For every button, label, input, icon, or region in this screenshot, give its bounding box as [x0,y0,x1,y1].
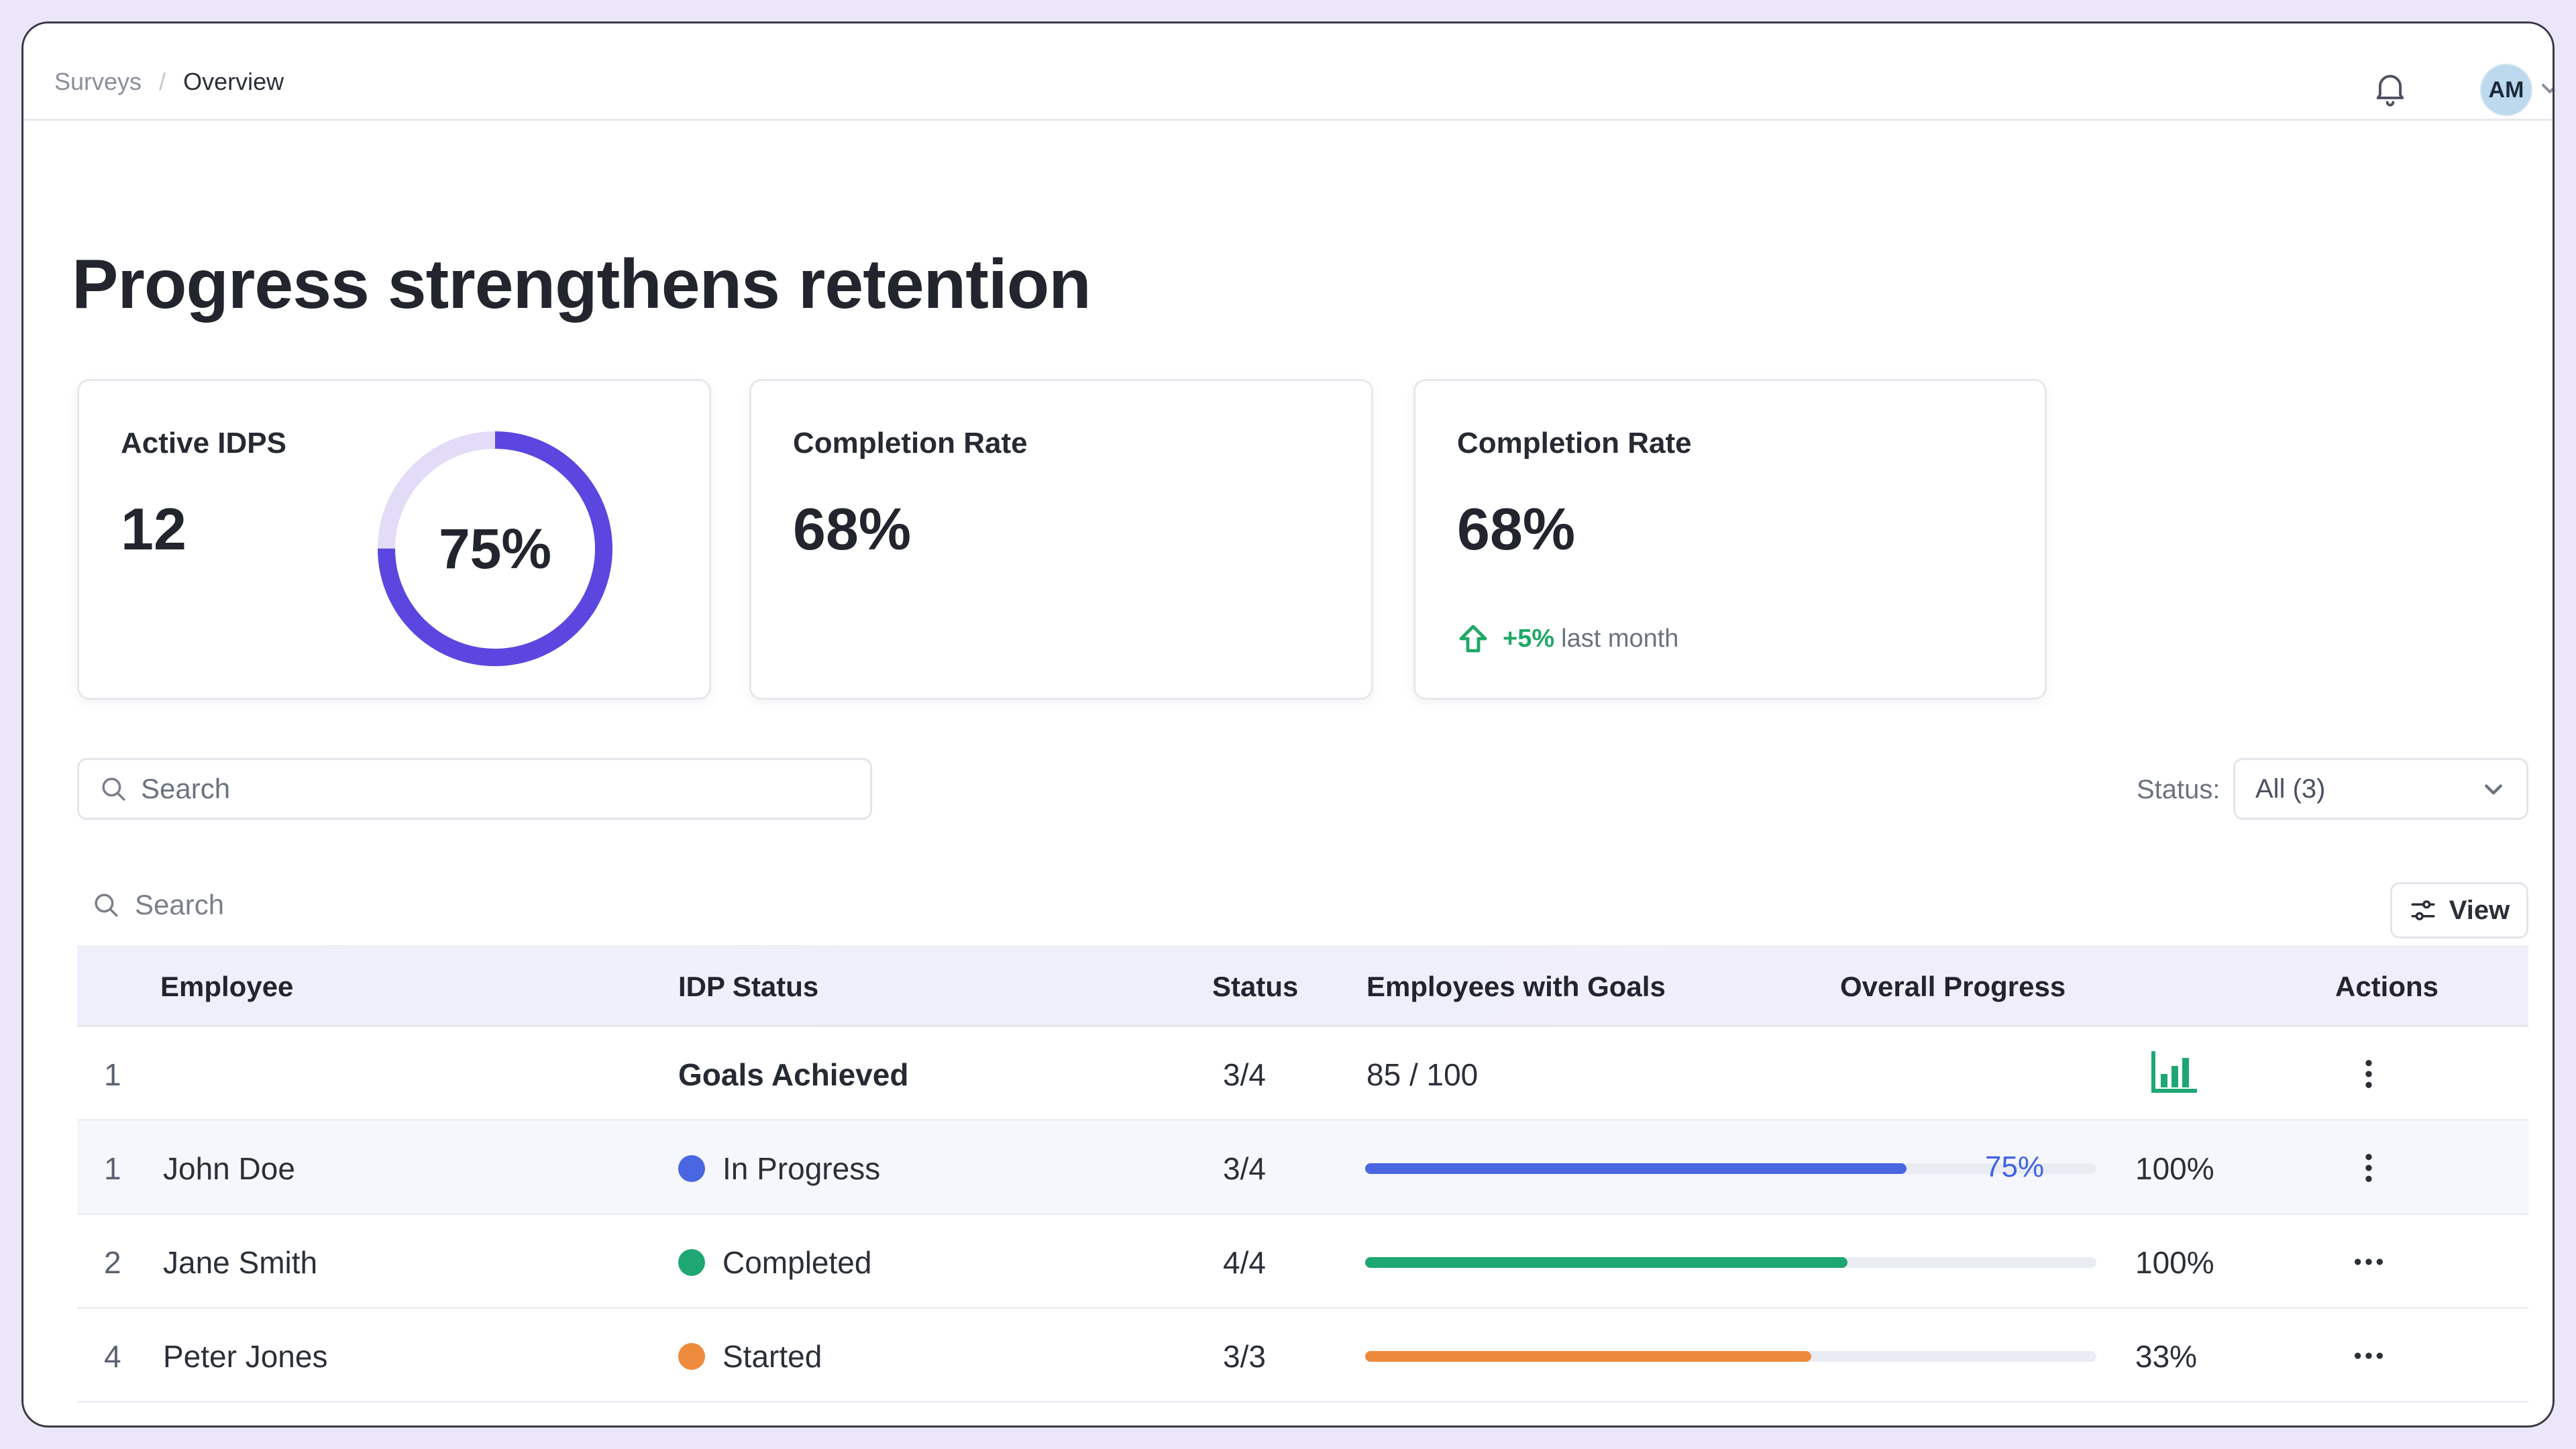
overall-progress: 33% [2135,1339,2198,1374]
vertical-dots-icon[interactable] [2350,1149,2387,1187]
employee-table: Employee IDP Status Status Employees wit… [77,945,2528,1403]
search-icon [95,894,118,917]
table-row[interactable]: 2 Jane Smith Completed 4/4 100% [77,1215,2528,1309]
summary-idp-status: Goals Achieved [678,1057,909,1092]
status-dot [678,1343,705,1370]
kpi-label: Completion Rate [1457,427,1692,460]
column-header-employee[interactable]: Employee [160,971,294,1002]
row-status: 4/4 [1223,1245,1266,1280]
chevron-down-icon [2485,784,2502,795]
trend-delta: +5% [1503,624,1555,653]
column-header-idp-status[interactable]: IDP Status [678,971,819,1002]
overall-progress: 100% [2135,1151,2214,1186]
search-field[interactable] [77,758,872,820]
summary-goals: 85 / 100 [1366,1057,1479,1092]
bar-chart-icon[interactable] [2150,1050,2198,1094]
kpi-card-active-idps: Active IDPS 12 75% [77,379,711,700]
progress-donut [378,431,612,666]
employee-name[interactable]: Peter Jones [163,1339,328,1374]
summary-status: 3/4 [1223,1057,1266,1092]
table-header: Employee IDP Status Status Employees wit… [77,945,2528,1027]
top-bar: Surveys / Overview AM [23,23,2553,121]
column-header-employees-with-goals[interactable]: Employees with Goals [1366,971,1666,1002]
sliders-icon [2411,900,2435,920]
breadcrumb: Surveys / Overview [54,68,284,96]
status-filter-label: Status: [2137,775,2220,804]
horizontal-dots-icon[interactable] [2350,1337,2387,1375]
breadcrumb-overview: Overview [183,68,284,95]
idp-status-label: In Progress [722,1151,881,1186]
row-status: 3/3 [1223,1339,1266,1374]
table-row[interactable]: 1 John Doe In Progress 3/4 75% 100% [77,1121,2528,1215]
table-search-placeholder[interactable]: Search [135,889,225,920]
row-index: 1 [104,1151,121,1186]
page-title: Progress strengthens retention [72,246,1091,323]
search-icon [102,777,125,801]
progress-bar-fill [1365,1351,1811,1362]
progress-bar-label: 75% [1985,1150,2045,1183]
progress-bar-fill [1365,1257,1848,1268]
donut-percentage: 75% [438,517,552,580]
status-dot [678,1249,705,1276]
avatar[interactable]: AM [2480,64,2532,116]
status-select-value: All (3) [2255,773,2326,804]
progress-bar [1365,1351,2096,1362]
vertical-dots-icon[interactable] [2350,1055,2387,1093]
status-select[interactable]: All (3) [2233,758,2528,820]
breadcrumb-surveys[interactable]: Surveys [54,68,142,95]
row-status: 3/4 [1223,1151,1266,1186]
table-search[interactable]: Search [92,889,224,921]
kpi-value: 68% [793,496,912,562]
kpi-value: 12 [121,496,186,562]
row-index: 2 [104,1245,121,1280]
kpi-card-completion-rate-trend: Completion Rate 68% +5% last month [1413,379,2047,700]
horizontal-dots-icon[interactable] [2350,1243,2387,1281]
search-input[interactable] [141,773,812,805]
idp-status: Completed [678,1244,871,1281]
kpi-label: Completion Rate [793,427,1028,460]
kpi-value: 68% [1457,496,1576,562]
row-index: 4 [104,1339,121,1374]
progress-bar [1365,1257,2096,1268]
kpi-card-completion-rate: Completion Rate 68% [749,379,1373,700]
status-dot [678,1155,705,1182]
idp-status-label: Completed [722,1245,872,1280]
view-button[interactable]: View [2390,882,2528,938]
arrow-up-icon [1459,625,1487,653]
app-window: Surveys / Overview AM Progress strengthe… [21,21,2555,1428]
row-index: 1 [104,1057,121,1092]
column-header-overall-progress[interactable]: Overall Progress [1840,971,2066,1002]
table-row[interactable]: 4 Peter Jones Started 3/3 33% [77,1309,2528,1403]
view-button-label: View [2449,895,2510,925]
donut-arc [378,431,612,666]
breadcrumb-separator: / [159,68,166,95]
overall-progress: 100% [2135,1245,2214,1280]
trend-indicator: +5% last month [1457,623,1678,655]
column-header-actions: Actions [2335,971,2439,1002]
chevron-down-icon[interactable] [2540,83,2555,96]
progress-bar-fill [1365,1163,1907,1174]
employee-name[interactable]: Jane Smith [163,1245,318,1280]
idp-status: Started [678,1338,822,1375]
idp-status-label: Started [722,1339,822,1374]
column-header-status[interactable]: Status [1212,971,1299,1002]
kpi-label: Active IDPS [121,427,286,460]
idp-status: In Progress [678,1150,880,1187]
trend-period: last month [1561,624,1679,653]
bell-icon[interactable] [2373,70,2408,108]
table-summary-row[interactable]: 1 Goals Achieved 3/4 85 / 100 [77,1027,2528,1121]
employee-name[interactable]: John Doe [163,1151,295,1186]
progress-bar [1365,1163,2096,1174]
